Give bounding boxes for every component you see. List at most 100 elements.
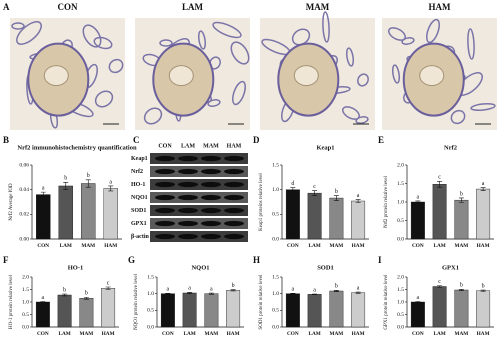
chart-title: Nrf2 [444,144,457,151]
tissue-fragment [426,18,440,44]
error-bar [108,185,114,192]
y-tick-label: 1.0 [22,299,29,305]
x-tick-label: MAM [329,243,343,249]
image-label: CON [58,2,79,12]
y-tick-label: 0.5 [397,312,404,318]
chart-title: NQO1 [191,264,209,271]
bar [182,292,197,328]
tissue-fragment [322,11,330,43]
y-axis-label: Keap1 proteins relative level [259,173,264,231]
tissue-fragment [355,116,369,124]
significance-letter: b [63,287,66,293]
blot-band [178,233,198,240]
significance-letter: d [291,181,294,187]
panel-letter: F [3,255,9,265]
error-bar [40,191,46,198]
x-tick-label: HAM [477,243,490,249]
blot-band [155,155,175,162]
blot-row-label: Nrf2 [131,169,143,175]
bar [410,201,425,240]
bar [36,194,51,240]
significance-letter: b [460,191,463,197]
chart-title: SOD1 [317,264,334,271]
blot-band [155,181,175,188]
bar [101,288,116,328]
bar [285,293,300,328]
x-tick-label: MAM [454,243,468,249]
tissue-fragment [159,39,173,47]
y-tick-label: 1.0 [397,199,404,205]
tissue-fragment [467,28,475,60]
error-bar [290,187,296,192]
tissue-fragment [230,41,250,65]
y-tick-label: 0.5 [147,308,154,314]
y-axis-label: HO-1 protein relative level [9,274,14,329]
error-bar [437,180,443,188]
blot-band [224,155,244,162]
x-tick-label: HAM [352,331,365,337]
bar [307,192,322,240]
bar [476,188,491,240]
x-tick-label: MAM [329,331,343,337]
significance-letter: b [482,283,485,289]
significance-letter: c [313,184,316,190]
significance-letter: b [460,283,463,289]
y-tick-label: 1.0 [272,187,279,193]
error-bar [415,200,421,204]
error-bar [208,292,214,295]
blot-column-label: HAM [227,143,242,149]
blot-band [178,194,198,201]
x-tick-label: MAM [204,331,218,337]
x-tick-label: MAM [81,243,95,249]
x-tick-label: LAM [433,331,445,337]
y-tick-label: 1.5 [22,287,29,293]
blot-band [224,220,244,227]
bar [454,289,469,328]
y-tick-label: 0.5 [272,212,279,218]
chart-title: GPX1 [442,264,459,271]
error-bar [187,292,193,294]
bar [351,200,366,240]
bar [103,188,118,240]
x-tick-label: MAM [454,331,468,337]
x-tick-label: HAM [102,331,115,337]
y-axis-label: SOD1 protein relative level [259,274,264,330]
bar [160,293,175,328]
bar [81,183,96,240]
blot-band [178,181,198,188]
blot-band [178,168,198,175]
bar [204,293,219,328]
error-bar [480,187,486,191]
x-tick-label: CON [412,331,424,337]
x-tick-label: CON [287,243,299,249]
significance-letter: a [482,181,485,187]
image-label: HAM [429,2,452,12]
y-tick-label: 1.0 [147,291,154,297]
bar [35,301,50,328]
y-axis-label: GPX1 protein relative level [384,274,389,330]
tissue-fragment [143,107,163,125]
tissue-fragment [391,64,401,84]
y-tick-label: 0.0 [272,236,279,242]
y-tick-label: 1.5 [397,181,404,187]
error-bar [355,199,361,203]
tissue-fragment [345,47,355,67]
significance-letter: a [417,194,420,200]
x-tick-label: HAM [227,331,240,337]
significance-letter: a [109,179,112,185]
blot-column-label: CON [158,143,172,149]
y-tick-label: 1.5 [272,162,279,168]
chart-title: HO-1 [68,264,84,271]
chart-title: Keap1 [316,144,334,151]
blot-strip [150,218,248,229]
blot-band [201,207,221,214]
blot-band [155,168,175,175]
bar [307,294,322,328]
y-tick-label: 2.0 [397,274,404,280]
bar [329,290,344,328]
blot-band [224,194,244,201]
blot-band [224,168,244,175]
tissue-fragment [108,58,124,74]
significance-letter: a [417,295,420,301]
